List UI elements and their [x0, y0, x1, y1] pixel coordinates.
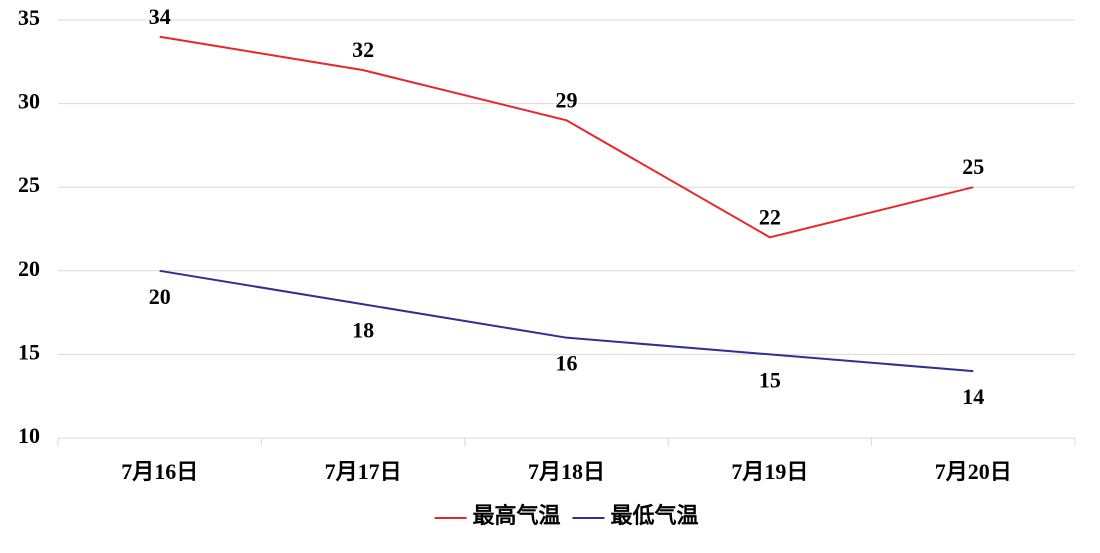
x-tick-label: 7月19日 [731, 459, 808, 484]
series-line [159, 269, 974, 373]
x-tick-label: 7月16日 [121, 459, 198, 484]
y-tick-label: 15 [18, 339, 40, 364]
x-tick-label: 7月17日 [325, 459, 402, 484]
y-tick-label: 35 [18, 5, 40, 30]
x-tick-label: 7月18日 [528, 459, 605, 484]
x-tick-label: 7月20日 [935, 459, 1012, 484]
data-label: 25 [962, 154, 984, 179]
data-label: 16 [556, 351, 578, 376]
data-label: 34 [149, 4, 171, 29]
data-label: 15 [759, 367, 781, 392]
y-tick-label: 30 [18, 89, 40, 114]
data-label: 29 [556, 87, 578, 112]
legend-label: 最低气温 [611, 503, 699, 528]
y-tick-label: 25 [18, 172, 40, 197]
series-line [159, 35, 974, 239]
y-tick-label: 20 [18, 256, 40, 281]
data-label: 22 [759, 204, 781, 229]
legend-label: 最高气温 [472, 503, 560, 528]
data-label: 14 [962, 384, 984, 409]
data-label: 20 [149, 284, 171, 309]
y-tick-label: 10 [18, 423, 40, 448]
data-label: 32 [352, 37, 374, 62]
data-label: 18 [352, 317, 374, 342]
